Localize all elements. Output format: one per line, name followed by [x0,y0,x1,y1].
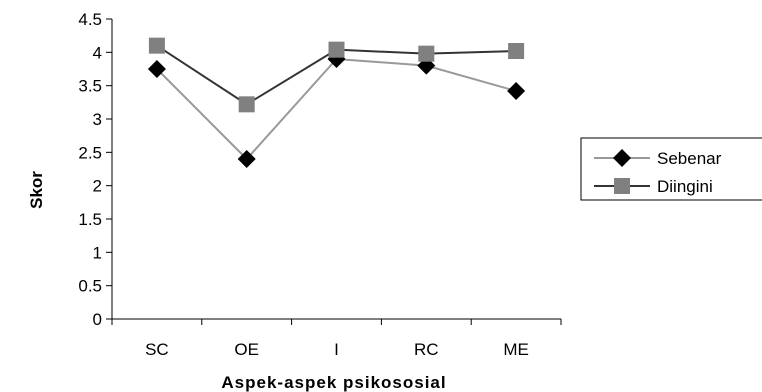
legend-label: Diingini [657,177,713,196]
x-tick-label: SC [145,340,169,359]
x-tick-label: RC [414,340,439,359]
data-point [328,41,345,58]
series-diingini [148,37,525,113]
legend: Sebenar Diingini [580,137,762,201]
legend-box [580,137,762,201]
data-point [507,82,526,100]
y-axis-label: Skor [27,171,46,209]
y-tick-labels: 0 0.5 1 1.5 2 2.5 3 3.5 4 4.5 [78,10,102,329]
y-tick-label: 1.5 [78,210,102,229]
legend-item: Diingini [594,177,713,196]
data-point [148,37,165,54]
y-tick-label: 2 [93,177,102,196]
legend-marker [614,178,630,194]
y-tick-label: 4.5 [78,10,102,29]
x-tick-label: I [334,340,339,359]
x-tick-label: OE [234,340,259,359]
data-point [147,60,166,78]
series-line [156,57,517,161]
legend-marker [613,149,631,167]
data-point [238,96,255,113]
x-axis-label: Aspek-aspek psikososial [221,373,446,392]
legend-label: Sebenar [657,149,722,168]
y-tick-label: 0.5 [78,277,102,296]
series-sebenar [147,50,526,168]
y-tick-label: 4 [93,43,102,62]
legend-item: Sebenar [594,149,722,168]
data-point [418,45,435,62]
y-tick-label: 3.5 [78,77,102,96]
y-tick-label: 1 [93,243,102,262]
x-tick-label: ME [503,340,529,359]
y-tick-label: 0 [93,310,102,329]
y-tick-label: 3 [93,110,102,129]
axes [106,18,562,325]
y-tick-label: 2.5 [78,143,102,162]
data-point [237,150,256,168]
data-point [508,43,525,59]
series-group [147,37,526,168]
x-tick-labels: SC OE I RC ME [145,340,529,359]
